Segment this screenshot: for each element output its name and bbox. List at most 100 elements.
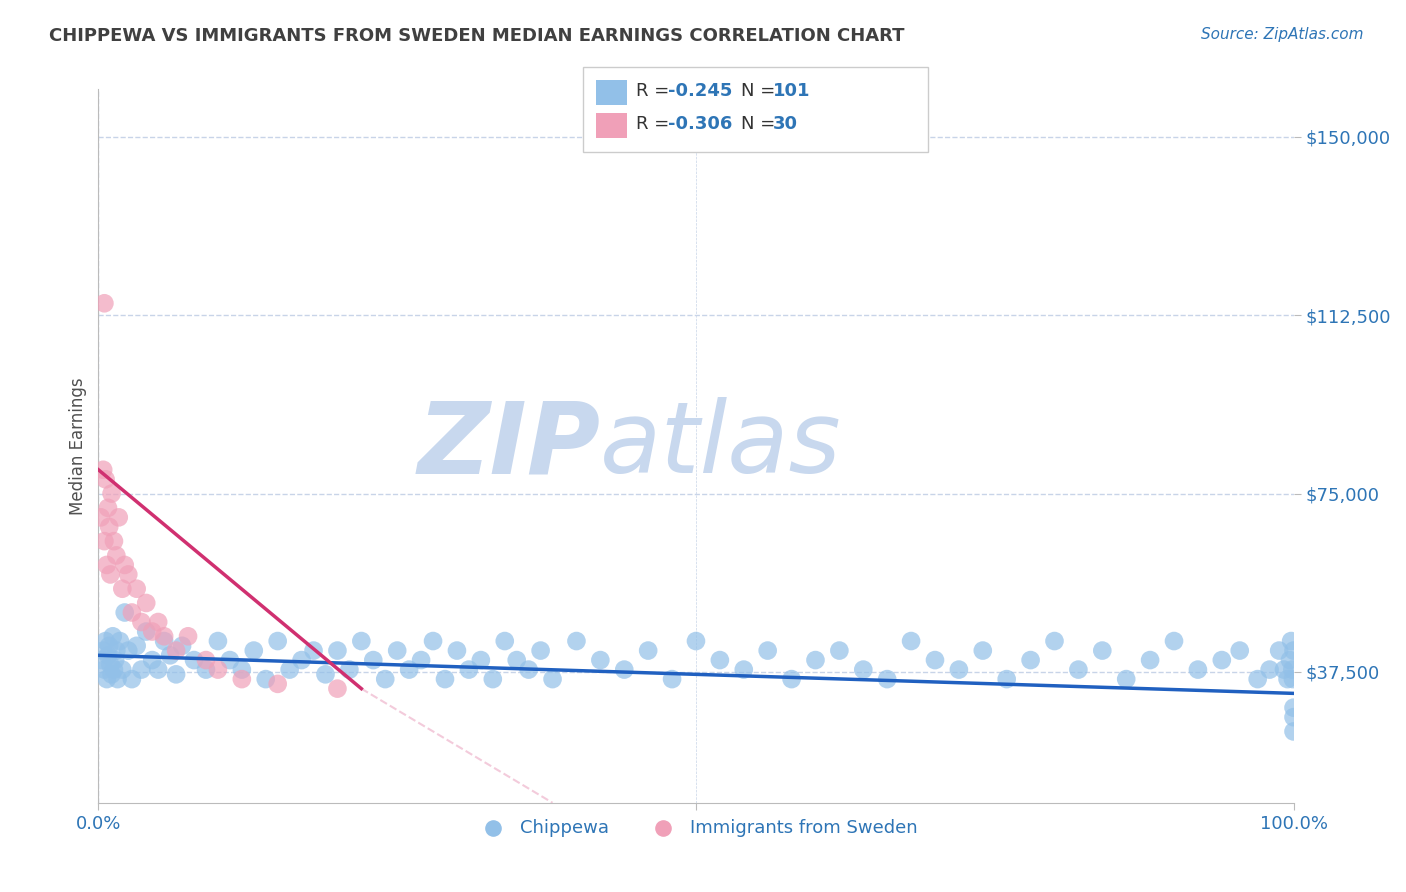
Point bbox=[114, 558, 136, 572]
Point bbox=[105, 643, 128, 657]
Point bbox=[363, 653, 385, 667]
Point bbox=[339, 663, 361, 677]
Text: CHIPPEWA VS IMMIGRANTS FROM SWEDEN MEDIAN EARNINGS CORRELATION CHART: CHIPPEWA VS IMMIGRANTS FROM SWEDEN MEDIA… bbox=[49, 27, 904, 45]
Point bbox=[494, 634, 516, 648]
Point bbox=[153, 629, 176, 643]
Point bbox=[141, 653, 163, 667]
Point bbox=[852, 663, 875, 677]
Point bbox=[398, 663, 420, 677]
Point bbox=[1282, 643, 1305, 657]
Point bbox=[828, 643, 851, 657]
Point bbox=[530, 643, 553, 657]
Point bbox=[565, 634, 588, 648]
Point bbox=[1272, 663, 1295, 677]
Point bbox=[96, 558, 118, 572]
Text: 101: 101 bbox=[773, 82, 811, 100]
Point bbox=[101, 629, 124, 643]
Point bbox=[153, 634, 176, 648]
Legend: Chippewa, Immigrants from Sweden: Chippewa, Immigrants from Sweden bbox=[467, 812, 925, 844]
Point bbox=[661, 672, 683, 686]
Point bbox=[1281, 663, 1303, 677]
Point bbox=[350, 634, 373, 648]
Point bbox=[1115, 672, 1137, 686]
Point bbox=[94, 472, 117, 486]
Point bbox=[326, 681, 349, 696]
Text: ZIP: ZIP bbox=[418, 398, 600, 494]
Point bbox=[121, 606, 143, 620]
Point bbox=[243, 643, 266, 657]
Text: R =: R = bbox=[636, 115, 675, 133]
Point bbox=[91, 643, 114, 657]
Point bbox=[302, 643, 325, 657]
Point bbox=[709, 653, 731, 667]
Y-axis label: Median Earnings: Median Earnings bbox=[69, 377, 87, 515]
Point bbox=[780, 672, 803, 686]
Point bbox=[93, 296, 115, 310]
Point bbox=[995, 672, 1018, 686]
Point bbox=[111, 663, 134, 677]
Point bbox=[470, 653, 492, 667]
Point bbox=[411, 653, 433, 667]
Point bbox=[125, 582, 148, 596]
Point bbox=[117, 643, 139, 657]
Point bbox=[141, 624, 163, 639]
Point bbox=[1282, 710, 1305, 724]
Point bbox=[114, 606, 136, 620]
Point bbox=[135, 596, 157, 610]
Point bbox=[97, 648, 120, 663]
Point bbox=[733, 663, 755, 677]
Point bbox=[1282, 672, 1305, 686]
Point bbox=[195, 653, 218, 667]
Point bbox=[100, 667, 122, 681]
Point bbox=[1139, 653, 1161, 667]
Point bbox=[637, 643, 659, 657]
Point bbox=[267, 634, 290, 648]
Point bbox=[131, 615, 153, 629]
Text: N =: N = bbox=[741, 115, 780, 133]
Point bbox=[1277, 672, 1299, 686]
Point bbox=[1282, 700, 1305, 714]
Point bbox=[105, 549, 128, 563]
Point bbox=[458, 663, 481, 677]
Point bbox=[1019, 653, 1042, 667]
Point bbox=[422, 634, 444, 648]
Point bbox=[613, 663, 636, 677]
Point bbox=[104, 653, 127, 667]
Point bbox=[107, 672, 129, 686]
Point bbox=[1163, 634, 1185, 648]
Point bbox=[165, 667, 187, 681]
Point bbox=[685, 634, 707, 648]
Point bbox=[94, 634, 117, 648]
Point bbox=[107, 510, 129, 524]
Point bbox=[541, 672, 564, 686]
Point bbox=[97, 500, 120, 515]
Point bbox=[876, 672, 898, 686]
Point bbox=[103, 663, 125, 677]
Point bbox=[756, 643, 779, 657]
Point bbox=[434, 672, 457, 686]
Point bbox=[1282, 724, 1305, 739]
Point bbox=[125, 639, 148, 653]
Point bbox=[1067, 663, 1090, 677]
Point bbox=[172, 639, 194, 653]
Point bbox=[385, 643, 409, 657]
Point bbox=[972, 643, 994, 657]
Point bbox=[96, 672, 118, 686]
Point bbox=[100, 486, 122, 500]
Point bbox=[1187, 663, 1209, 677]
Point bbox=[326, 643, 349, 657]
Text: R =: R = bbox=[636, 82, 675, 100]
Point bbox=[1278, 653, 1301, 667]
Point bbox=[924, 653, 946, 667]
Point bbox=[195, 663, 218, 677]
Point bbox=[315, 667, 337, 681]
Text: 30: 30 bbox=[773, 115, 799, 133]
Point bbox=[207, 634, 229, 648]
Point bbox=[98, 520, 121, 534]
Point bbox=[1258, 663, 1281, 677]
Text: Source: ZipAtlas.com: Source: ZipAtlas.com bbox=[1201, 27, 1364, 42]
Point bbox=[267, 677, 290, 691]
Point bbox=[183, 653, 205, 667]
Point bbox=[159, 648, 181, 663]
Point bbox=[291, 653, 314, 667]
